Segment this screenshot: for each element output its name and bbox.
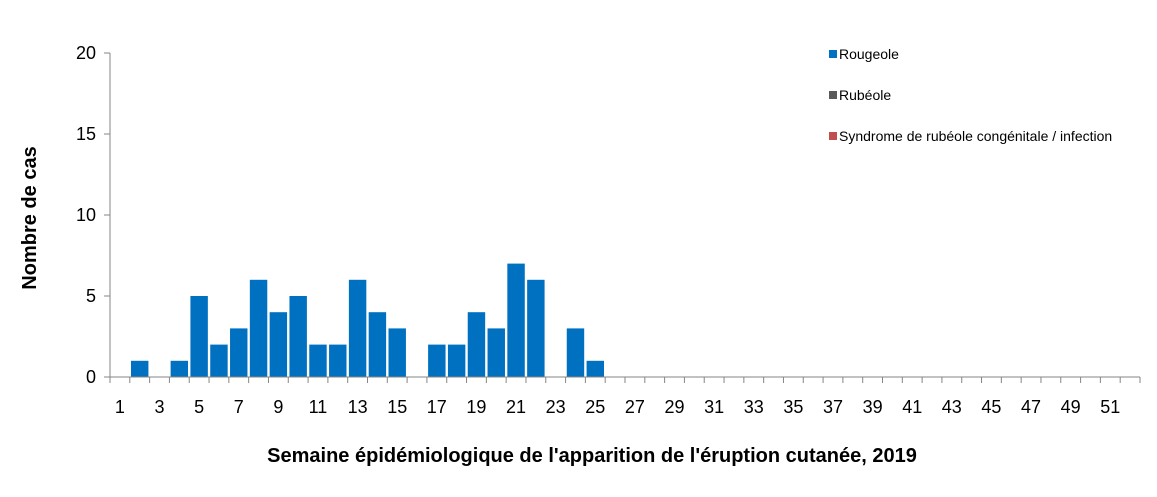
bar-week-8-series-0	[249, 279, 268, 377]
x-tick-label-13: 13	[348, 397, 368, 417]
x-tick-label-1: 1	[115, 397, 125, 417]
bar-week-18-series-0	[447, 344, 466, 377]
bar-week-5-series-0	[190, 296, 208, 377]
legend: Rougeole Rubéole Syndrome de rubéole congé…	[829, 46, 1112, 144]
y-tick-label-5: 5	[86, 286, 96, 306]
legend-label-0: Rougeole	[839, 46, 899, 62]
legend-label-1: Rubéole	[839, 87, 891, 103]
y-tick-label-0: 0	[86, 367, 96, 387]
bar-week-19-series-0	[467, 312, 486, 377]
y-tick-label-10: 10	[76, 205, 96, 225]
x-tick-label-43: 43	[942, 397, 962, 417]
y-tick-label-20: 20	[76, 43, 96, 63]
x-tick-label-31: 31	[704, 397, 724, 417]
legend-swatch-2	[829, 132, 837, 140]
x-tick-label-11: 11	[309, 397, 328, 417]
bar-week-11-series-0	[309, 344, 327, 377]
bar-week-9-series-0	[269, 312, 288, 377]
y-tick-label-15: 15	[76, 124, 96, 144]
x-tick-label-27: 27	[625, 397, 645, 417]
bar-week-15-series-0	[388, 328, 406, 377]
x-tick-label-15: 15	[387, 397, 407, 417]
bar-week-22-series-0	[527, 279, 545, 377]
bar-week-20-series-0	[487, 328, 505, 377]
x-tick-label-39: 39	[863, 397, 883, 417]
x-tick-label-47: 47	[1021, 397, 1041, 417]
bar-week-7-series-0	[230, 328, 248, 377]
x-tick-label-37: 37	[823, 397, 843, 417]
x-tick-label-49: 49	[1061, 397, 1081, 417]
bar-week-10-series-0	[289, 296, 307, 377]
bar-week-4-series-0	[170, 360, 189, 377]
bar-week-21-series-0	[507, 263, 525, 377]
x-tick-label-3: 3	[155, 397, 165, 417]
x-tick-label-7: 7	[234, 397, 244, 417]
bar-week-14-series-0	[368, 312, 387, 377]
x-tick-label-19: 19	[466, 397, 486, 417]
x-tick-label-5: 5	[194, 397, 204, 417]
legend-swatch-1	[829, 91, 837, 99]
x-tick-label-35: 35	[783, 397, 803, 417]
bar-week-6-series-0	[210, 344, 228, 377]
x-tick-label-23: 23	[546, 397, 566, 417]
legend-swatch-0	[829, 50, 837, 58]
bar-week-13-series-0	[348, 279, 367, 377]
legend-label-2: Syndrome de rubéole congénitale / infect…	[839, 128, 1112, 144]
bars-layer	[130, 263, 605, 377]
x-tick-label-33: 33	[744, 397, 764, 417]
x-tick-label-25: 25	[585, 397, 605, 417]
x-tick-label-41: 41	[902, 397, 922, 417]
x-tick-label-29: 29	[665, 397, 685, 417]
x-tick-label-45: 45	[981, 397, 1001, 417]
x-tick-label-21: 21	[506, 397, 526, 417]
bar-week-25-series-0	[586, 360, 605, 377]
x-axis-title: Semaine épidémiologique de l'apparition …	[267, 445, 917, 467]
bar-week-24-series-0	[566, 328, 585, 377]
bar-week-12-series-0	[329, 344, 347, 377]
bar-week-2-series-0	[130, 360, 149, 377]
y-axis-title: Nombre de cas	[19, 146, 41, 289]
bar-week-17-series-0	[428, 344, 446, 377]
x-tick-label-9: 9	[273, 397, 283, 417]
x-tick-label-51: 51	[1100, 397, 1120, 417]
x-tick-label-17: 17	[427, 397, 447, 417]
